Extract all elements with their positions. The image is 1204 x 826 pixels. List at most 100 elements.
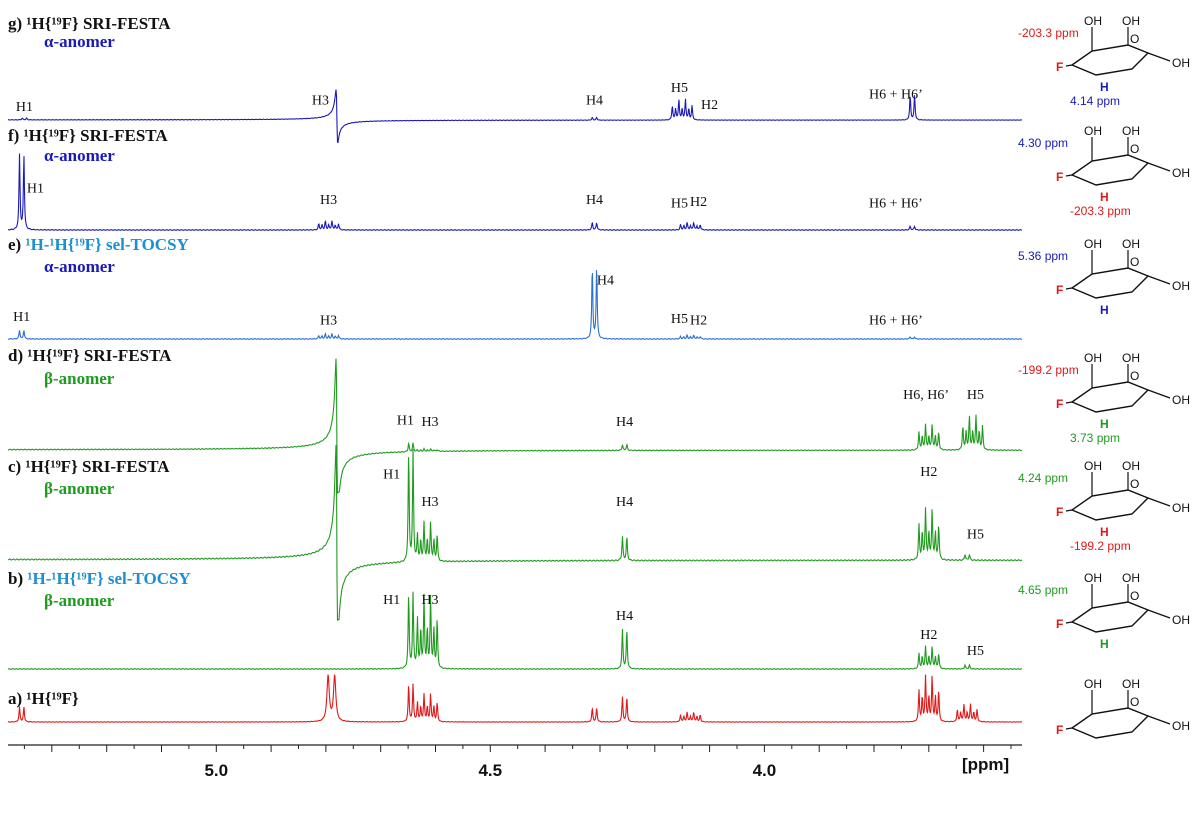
panel-experiment-c: ¹H{¹⁹F} SRI-FESTA [25,457,170,476]
peak-label-g-1: H3 [312,93,329,108]
ring-oxygen: O [1130,695,1139,709]
hydrogen-atom: H [1100,190,1109,204]
oh-label: OH [1122,124,1140,138]
peak-label-b-2: H4 [616,609,633,624]
peak-label-c-2: H4 [616,495,633,510]
panel-title-a: a) ¹H{¹⁹F} [8,689,79,708]
peak-label-f-1: H3 [320,193,337,208]
structure-e: OH OH OH O F H 5.36 ppm [1018,237,1190,317]
axis-ticks: 5.0 4.5 4.0 [23,745,1012,780]
hydrogen-atom: H [1100,80,1109,94]
panel-letter-d: d) [8,346,27,365]
panel-experiment-a: ¹H{¹⁹F} [26,689,79,708]
anomer-label-g: α-anomer [44,32,115,51]
hydrogen-atom: H [1100,417,1109,431]
tick-label-1: 4.5 [478,761,502,780]
chemical-shift-label-g-0: -203.3 ppm [1018,26,1079,40]
oh-label: OH [1172,613,1190,627]
bond [1065,509,1073,512]
sugar-ring [1070,381,1150,413]
structure-b: OH OH OH O F H 4.65 ppm [1018,571,1190,651]
peak-label-g-4: H2 [701,98,718,113]
ring-oxygen: O [1130,589,1139,603]
oh-label: OH [1122,459,1140,473]
peak-label-e-1: H3 [320,313,337,328]
peak-label-e-5: H6 + H6’ [869,313,923,328]
oh-label: OH [1122,571,1140,585]
peak-label-e-4: H2 [690,313,707,328]
oh-label: OH [1084,571,1102,585]
chemical-shift-label-g-1: 4.14 ppm [1070,94,1120,108]
spectrum-trace-e [7,270,1022,340]
panel-experiment-g: ¹H{¹⁹F} SRI-FESTA [26,14,171,33]
oh-label: OH [1172,501,1190,515]
tick-label-2: 4.0 [753,761,777,780]
spectrum-trace-g [8,89,1023,144]
fluorine-atom: F [1056,397,1063,411]
bond [1065,64,1073,67]
spectrum-trace-c [7,444,1023,622]
spectrum-trace-f [7,153,1023,231]
fluorine-atom: F [1056,617,1063,631]
ring-oxygen: O [1130,255,1139,269]
peak-label-b-0: H1 [383,593,400,608]
peak-label-b-4: H5 [967,644,984,659]
chemical-shift-label-f-0: 4.30 ppm [1018,136,1068,150]
sugar-ring [1070,267,1150,299]
panel-title-e: e) ¹H-¹H{¹⁹F} sel-TOCSY [8,235,189,254]
peak-label-b-3: H2 [920,628,937,643]
peak-label-f-2: H4 [586,193,603,208]
oh-label: OH [1084,459,1102,473]
fluorine-atom: F [1056,60,1063,74]
peak-label-d-4: H5 [967,388,984,403]
sugar-ring [1070,707,1150,739]
panel-a: a) ¹H{¹⁹F} [7,674,1023,723]
chemical-shift-label-c-0: 4.24 ppm [1018,471,1068,485]
ring-oxygen: O [1130,142,1139,156]
sugar-ring [1070,489,1150,521]
tick-label-0: 5.0 [204,761,228,780]
structure-d: OH OH OH O F H -199.2 ppm 3.73 ppm [1018,351,1190,445]
oh-label: OH [1122,677,1140,691]
panel-letter-b: b) [8,569,27,588]
bond [1065,621,1073,624]
bond [1065,287,1073,290]
panel-letter-f: f) [8,126,24,145]
peak-label-g-3: H5 [671,81,688,96]
spectrum-trace-b [7,591,1022,670]
sugar-ring [1070,154,1150,186]
structure-c: OH OH OH O F H 4.24 ppm -199.2 ppm [1018,459,1190,553]
panel-title-f: f) ¹H{¹⁹F} SRI-FESTA [8,126,168,145]
oh-label: OH [1172,166,1190,180]
oh-label: OH [1122,351,1140,365]
hydrogen-atom: H [1100,303,1109,317]
sugar-ring [1070,601,1150,633]
bond [1147,715,1171,725]
panel-title-b: b) ¹H-¹H{¹⁹F} sel-TOCSY [8,569,191,588]
panel-experiment-e: ¹H-¹H{¹⁹F} sel-TOCSY [25,235,188,254]
structure-g: OH OH OH O F H -203.3 ppm 4.14 ppm [1018,14,1190,108]
peak-label-c-4: H5 [967,527,984,542]
panel-title-g: g) ¹H{¹⁹F} SRI-FESTA [8,14,171,33]
sugar-ring [1070,44,1150,76]
anomer-label-c: β-anomer [44,479,115,498]
oh-label: OH [1172,56,1190,70]
ring-oxygen: O [1130,477,1139,491]
panel-title-c: c) ¹H{¹⁹F} SRI-FESTA [8,457,170,476]
fluorine-atom: F [1056,723,1063,737]
spectrum-trace-d [8,358,1023,494]
ppm-axis: 5.0 4.5 4.0 [ppm] [8,744,1022,780]
peak-label-d-3: H6, H6’ [903,388,949,403]
oh-label: OH [1172,279,1190,293]
peak-label-g-2: H4 [586,93,603,108]
peak-label-d-1: H3 [421,415,438,430]
oh-label: OH [1084,124,1102,138]
oh-label: OH [1084,677,1102,691]
axis-unit-label: [ppm] [962,755,1009,774]
structure-a: OH OH OH O F [1056,677,1190,739]
oh-label: OH [1122,237,1140,251]
